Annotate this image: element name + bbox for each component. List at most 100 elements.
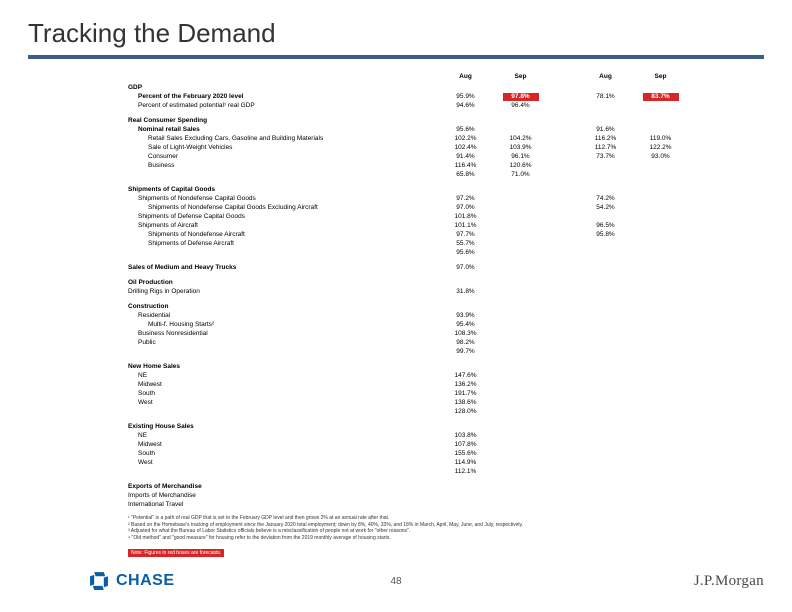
row-label: Shipments of Defense Capital Goods <box>128 213 438 221</box>
table-row: Business Nonresidential108.3% <box>128 329 688 338</box>
table-row: Retail Sales Excluding Cars, Gasoline an… <box>128 134 688 143</box>
row-label: Retail Sales Excluding Cars, Gasoline an… <box>128 135 438 143</box>
value-cell: 112.1% <box>438 468 493 476</box>
table-row: 99.7% <box>128 347 688 356</box>
row-label: South <box>128 390 438 398</box>
table-row: Public98.2% <box>128 338 688 347</box>
value-cell: 94.6% <box>438 102 493 110</box>
value-cell: 93.9% <box>438 312 493 320</box>
value-cell: 116.4% <box>438 162 493 170</box>
row-label: Business Nonresidential <box>128 330 438 338</box>
row-label: Drilling Rigs in Operation <box>128 288 438 296</box>
footer: CHASE 48 J.P.Morgan <box>0 570 792 592</box>
value-cell: 119.0% <box>633 135 688 143</box>
row-label: NE <box>128 432 438 440</box>
table-row: Residential93.9% <box>128 311 688 320</box>
row-label: Existing House Sales <box>128 423 438 431</box>
row-label: Shipments of Capital Goods <box>128 186 438 194</box>
table-row: Midwest107.8% <box>128 440 688 449</box>
row-label: NE <box>128 372 438 380</box>
value-cell: 96.4% <box>493 102 548 110</box>
col-header-aug-2: Aug <box>578 73 633 81</box>
value-cell: 103.8% <box>438 432 493 440</box>
value-cell: 65.8% <box>438 171 493 179</box>
row-label: Percent of estimated potential¹ real GDP <box>128 102 438 110</box>
table-row: 112.1% <box>128 467 688 476</box>
row-label: West <box>128 459 438 467</box>
table-row: Shipments of Defense Aircraft55.7% <box>128 239 688 248</box>
value-cell: 97.8% <box>493 93 548 101</box>
row-label: South <box>128 450 438 458</box>
table-row: NE103.8% <box>128 431 688 440</box>
table-row: South191.7% <box>128 389 688 398</box>
value-cell: 95.6% <box>438 126 493 134</box>
row-label: Exports of Merchandise <box>128 483 438 491</box>
table-row: Shipments of Nondefense Aircraft97.7%95.… <box>128 230 688 239</box>
value-cell: 97.0% <box>438 264 493 272</box>
table-row: International Travel <box>128 500 688 509</box>
table-row: Oil Production <box>128 278 688 287</box>
table-row: Midwest136.2% <box>128 380 688 389</box>
value-cell: 83.7% <box>633 93 688 101</box>
footnotes: ¹ "Potential" is a path of real GDP that… <box>128 515 764 541</box>
table-row: Sales of Medium and Heavy Trucks97.0% <box>128 263 688 272</box>
row-label: Shipments of Nondefense Capital Goods Ex… <box>128 204 438 212</box>
col-header-aug-1: Aug <box>438 73 493 81</box>
value-cell: 91.4% <box>438 153 493 161</box>
table-row: Drilling Rigs in Operation31.8% <box>128 287 688 296</box>
table-row: Imports of Merchandise <box>128 491 688 500</box>
value-cell: 147.6% <box>438 372 493 380</box>
page-title: Tracking the Demand <box>28 18 764 55</box>
row-label: Consumer <box>128 153 438 161</box>
value-cell: 138.6% <box>438 399 493 407</box>
value-cell: 78.1% <box>578 93 633 101</box>
value-cell: 99.7% <box>438 348 493 356</box>
table-row: Construction <box>128 302 688 311</box>
value-cell: 102.4% <box>438 144 493 152</box>
row-label: Midwest <box>128 381 438 389</box>
chase-icon <box>88 570 110 592</box>
row-label: Shipments of Nondefense Capital Goods <box>128 195 438 203</box>
value-cell: 95.6% <box>438 249 493 257</box>
table-row: Business116.4%120.6% <box>128 161 688 170</box>
table-row: Existing House Sales <box>128 422 688 431</box>
value-cell: 98.2% <box>438 339 493 347</box>
page-number: 48 <box>390 576 401 587</box>
value-cell: 71.0% <box>493 171 548 179</box>
value-cell: 136.2% <box>438 381 493 389</box>
value-cell: 96.5% <box>578 222 633 230</box>
value-cell: 95.4% <box>438 321 493 329</box>
value-cell: 114.9% <box>438 459 493 467</box>
row-label: Oil Production <box>128 279 438 287</box>
row-label: Residential <box>128 312 438 320</box>
col-header-sep-2: Sep <box>633 73 688 81</box>
highlight-cell: 83.7% <box>643 93 679 101</box>
table-row: Percent of estimated potential¹ real GDP… <box>128 101 688 110</box>
table-body: GDPPercent of the February 2020 level 95.… <box>128 83 688 509</box>
table-row: Exports of Merchandise <box>128 482 688 491</box>
table-row: Shipments of Nondefense Capital Goods Ex… <box>128 203 688 212</box>
row-label: International Travel <box>128 501 438 509</box>
value-cell: 104.2% <box>493 135 548 143</box>
value-cell: 101.1% <box>438 222 493 230</box>
table-header-row: Aug Sep Aug Sep <box>128 73 688 81</box>
highlight-cell: 97.8% <box>503 93 539 101</box>
table-row: Sale of Light-Weight Vehicles102.4%103.9… <box>128 143 688 152</box>
row-label: Nominal retail Sales <box>128 126 438 134</box>
row-label: Percent of the February 2020 level <box>128 93 438 101</box>
value-cell: 91.6% <box>578 126 633 134</box>
value-cell: 122.2% <box>633 144 688 152</box>
table-row: West138.6% <box>128 398 688 407</box>
value-cell: 95.8% <box>578 231 633 239</box>
value-cell: 112.7% <box>578 144 633 152</box>
value-cell: 128.0% <box>438 408 493 416</box>
value-cell: 73.7% <box>578 153 633 161</box>
row-label: Shipments of Aircraft <box>128 222 438 230</box>
jpmorgan-logo: J.P.Morgan <box>694 573 764 590</box>
table-row: 128.0% <box>128 407 688 416</box>
slide: Tracking the Demand Aug Sep Aug Sep GDPP… <box>0 0 792 612</box>
table-row: Shipments of Nondefense Capital Goods97.… <box>128 194 688 203</box>
value-cell: 120.6% <box>493 162 548 170</box>
title-rule <box>28 55 764 59</box>
row-label: GDP <box>128 84 438 92</box>
